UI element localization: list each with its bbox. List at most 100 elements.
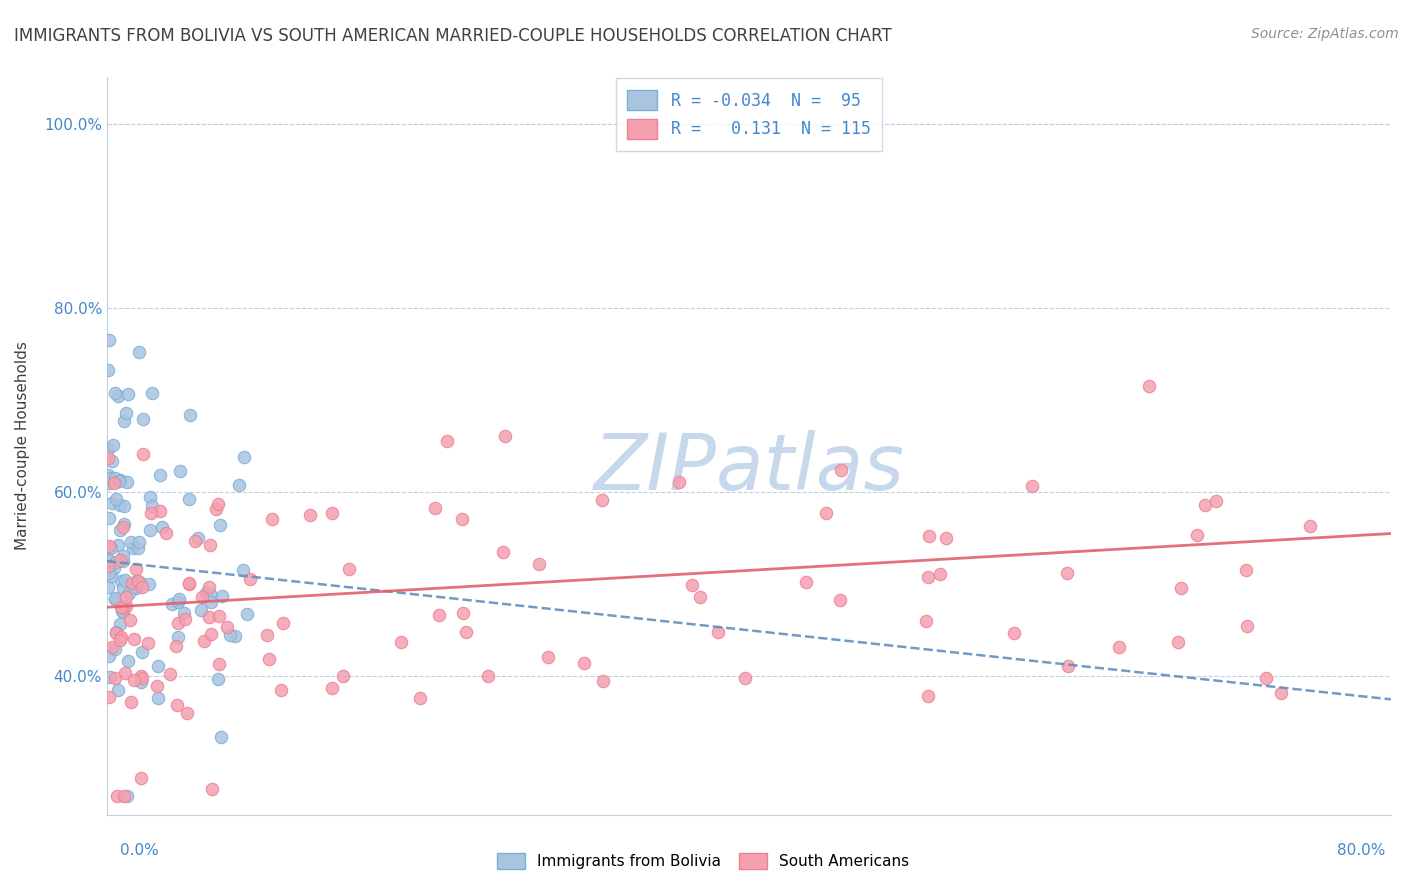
Point (176, 706, 198, 721)
Point (167, 594, 190, 608)
Point (184, 533, 207, 548)
Point (104, 671, 127, 685)
Point (205, 501, 228, 516)
Point (114, 591, 136, 605)
Point (236, 607, 259, 622)
Point (190, 590, 212, 604)
Point (1254, 672, 1277, 686)
Point (124, 632, 146, 647)
Point (271, 615, 294, 630)
Point (114, 665, 136, 680)
Point (1108, 640, 1130, 654)
Point (167, 591, 190, 606)
Point (111, 605, 134, 619)
Text: 80.0%: 80.0% (1337, 843, 1385, 858)
Point (112, 520, 135, 534)
Point (668, 475, 690, 489)
Point (117, 386, 139, 401)
Point (917, 529, 939, 543)
Point (270, 682, 292, 697)
Point (1137, 378, 1160, 392)
Point (104, 592, 127, 607)
Point (107, 682, 129, 697)
Point (125, 581, 148, 595)
Point (689, 590, 711, 604)
Point (110, 553, 132, 567)
Point (121, 576, 143, 591)
Point (111, 549, 134, 564)
Point (129, 675, 152, 690)
Point (146, 659, 169, 673)
Point (114, 599, 136, 613)
Point (139, 506, 162, 520)
Point (815, 507, 838, 521)
Point (734, 671, 756, 685)
Point (110, 524, 132, 538)
Point (450, 512, 472, 526)
Point (100, 496, 122, 510)
Point (321, 681, 343, 696)
Point (118, 586, 141, 600)
Point (167, 631, 190, 645)
Point (150, 520, 173, 534)
Point (112, 581, 135, 595)
Point (145, 679, 167, 693)
Point (529, 558, 551, 572)
Point (122, 541, 145, 556)
Point (828, 592, 851, 607)
Point (1170, 581, 1192, 595)
Point (100, 541, 122, 555)
Point (98, 670, 121, 684)
Point (915, 614, 938, 628)
Point (114, 406, 136, 420)
Legend: Immigrants from Bolivia, South Americans: Immigrants from Bolivia, South Americans (491, 847, 915, 875)
Point (96, 580, 118, 594)
Point (332, 669, 354, 683)
Text: 0.0%: 0.0% (120, 843, 159, 858)
Point (141, 386, 163, 401)
Point (200, 627, 222, 641)
Point (96, 468, 118, 483)
Point (112, 553, 135, 567)
Point (207, 497, 229, 511)
Point (219, 627, 242, 641)
Point (1194, 499, 1216, 513)
Point (105, 789, 128, 804)
Point (706, 624, 728, 639)
Point (131, 645, 153, 659)
Point (389, 635, 412, 649)
Point (917, 689, 939, 703)
Point (149, 468, 172, 483)
Point (101, 454, 124, 468)
Point (107, 538, 129, 552)
Point (1002, 626, 1025, 640)
Point (97, 363, 120, 377)
Point (111, 601, 134, 615)
Point (592, 674, 614, 689)
Point (195, 585, 218, 599)
Point (177, 491, 200, 506)
Point (125, 562, 148, 576)
Point (232, 564, 254, 578)
Point (796, 575, 818, 590)
Point (427, 608, 450, 623)
Point (1299, 519, 1322, 533)
Point (98, 539, 121, 553)
Point (492, 545, 515, 559)
Point (101, 437, 124, 451)
Point (572, 657, 595, 671)
Point (198, 587, 221, 601)
Point (928, 566, 950, 581)
Point (111, 603, 134, 617)
Point (149, 503, 172, 517)
Point (917, 570, 939, 584)
Point (108, 616, 131, 631)
Point (1270, 686, 1292, 700)
Point (129, 771, 152, 785)
Point (1236, 563, 1258, 577)
Point (228, 478, 250, 492)
Point (122, 580, 145, 594)
Point (321, 506, 343, 520)
Point (198, 538, 221, 552)
Point (146, 691, 169, 706)
